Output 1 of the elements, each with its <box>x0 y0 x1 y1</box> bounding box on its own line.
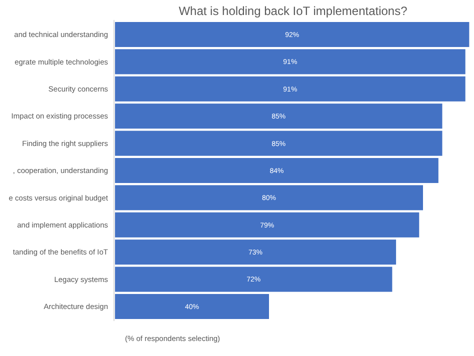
chart-title: What is holding back IoT implementations? <box>178 4 408 18</box>
